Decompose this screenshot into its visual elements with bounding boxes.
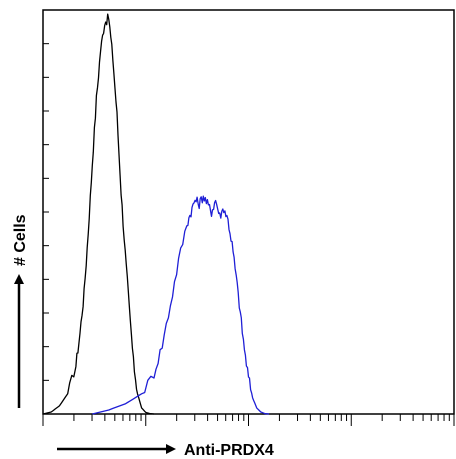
isotype-control-curve bbox=[42, 13, 155, 415]
y-axis-ticks bbox=[43, 43, 49, 381]
x-axis-arrow-head bbox=[166, 444, 176, 454]
plot-frame bbox=[42, 9, 455, 415]
y-axis-title: # Cells bbox=[12, 214, 29, 266]
y-axis-arrow-head bbox=[14, 274, 24, 284]
y-axis-title-group: # Cells bbox=[12, 214, 29, 408]
anti-prdx4-curve bbox=[92, 195, 270, 415]
histogram-curves bbox=[42, 13, 270, 415]
x-axis-title-group: Anti-PRDX4 bbox=[57, 442, 274, 459]
x-axis-ticks bbox=[42, 414, 455, 426]
x-axis-title: Anti-PRDX4 bbox=[184, 442, 274, 459]
